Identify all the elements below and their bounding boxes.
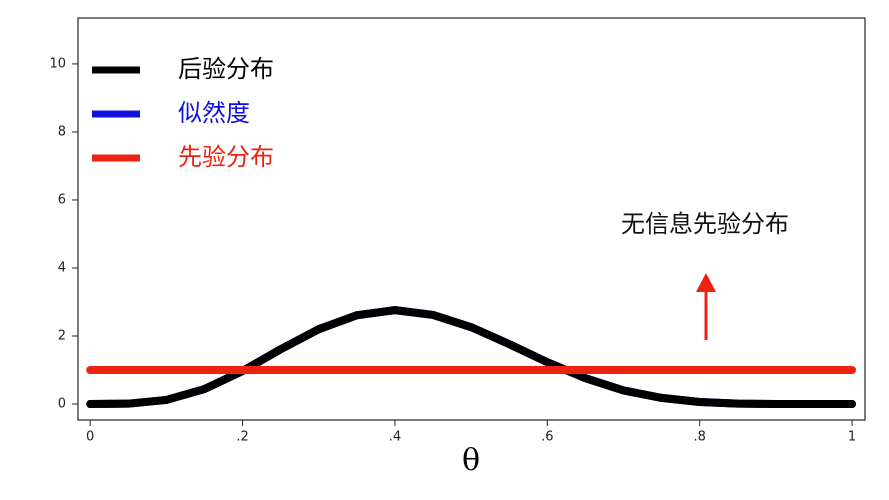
annotation: 无信息先验分布 — [621, 210, 789, 238]
x-tick-label: 1 — [848, 430, 856, 445]
x-tick-label: .2 — [236, 430, 248, 445]
legend-label: 似然度 — [178, 99, 250, 127]
x-tick-label: .6 — [541, 430, 553, 445]
legend-label: 后验分布 — [178, 55, 274, 83]
x-tick-label: .4 — [389, 430, 401, 445]
annotation-arrowhead — [696, 273, 716, 292]
x-axis-label: θ — [462, 443, 480, 478]
y-tick-label: 2 — [58, 328, 66, 343]
x-tick-label: 0 — [86, 430, 94, 445]
plot-frame — [77, 17, 866, 421]
y-tick-label: 0 — [58, 397, 66, 412]
y-tick-label: 4 — [58, 260, 66, 275]
legend-label: 先验分布 — [178, 143, 274, 171]
x-tick-label: .8 — [693, 430, 705, 445]
series-line — [86, 306, 857, 409]
y-tick-label: 10 — [49, 56, 66, 71]
y-tick-label: 6 — [58, 192, 66, 207]
y-tick-label: 8 — [58, 124, 66, 139]
